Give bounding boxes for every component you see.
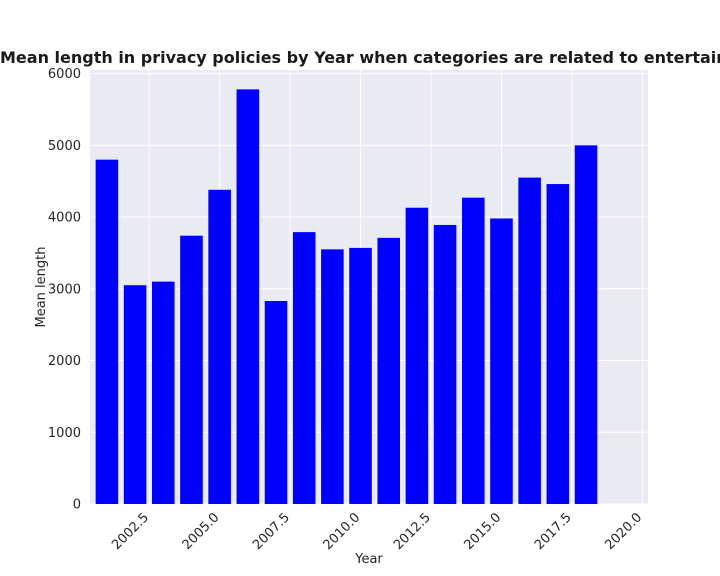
chart-title: Mean length in privacy policies by Year … bbox=[0, 48, 720, 67]
bar bbox=[292, 232, 316, 504]
bar bbox=[123, 285, 147, 504]
x-tick-label: 2005.0 bbox=[180, 510, 223, 553]
bar bbox=[433, 224, 457, 504]
x-tick-label: 2002.5 bbox=[109, 510, 152, 553]
y-tick-label: 3000 bbox=[48, 282, 81, 297]
x-tick-label: 2010.0 bbox=[321, 510, 364, 553]
bar bbox=[264, 300, 288, 504]
bar bbox=[180, 235, 203, 504]
y-tick-label: 2000 bbox=[48, 354, 81, 369]
bar bbox=[321, 249, 344, 504]
x-tick-label: 2012.5 bbox=[391, 510, 434, 553]
bar bbox=[377, 237, 400, 505]
bar bbox=[208, 189, 231, 504]
bar bbox=[95, 159, 119, 504]
bar bbox=[518, 177, 541, 504]
bar bbox=[490, 218, 513, 505]
bar bbox=[405, 207, 429, 504]
x-tick-label: 2020.0 bbox=[602, 510, 645, 553]
x-tick-label: 2007.5 bbox=[250, 510, 293, 553]
x-tick-label: 2015.0 bbox=[462, 510, 505, 553]
y-tick-label: 0 bbox=[73, 498, 81, 513]
bar bbox=[349, 247, 372, 505]
y-tick-label: 5000 bbox=[48, 139, 81, 154]
bar bbox=[152, 281, 175, 504]
x-axis-label: Year bbox=[354, 552, 383, 567]
bar bbox=[546, 184, 570, 504]
y-tick-label: 1000 bbox=[48, 426, 81, 441]
bar bbox=[574, 145, 598, 504]
y-axis-label: Mean length bbox=[34, 247, 49, 328]
bar bbox=[462, 197, 485, 504]
y-tick-label: 4000 bbox=[48, 211, 81, 226]
y-tick-label: 6000 bbox=[48, 67, 81, 82]
bar bbox=[236, 89, 260, 504]
x-tick-label: 2017.5 bbox=[532, 510, 575, 553]
